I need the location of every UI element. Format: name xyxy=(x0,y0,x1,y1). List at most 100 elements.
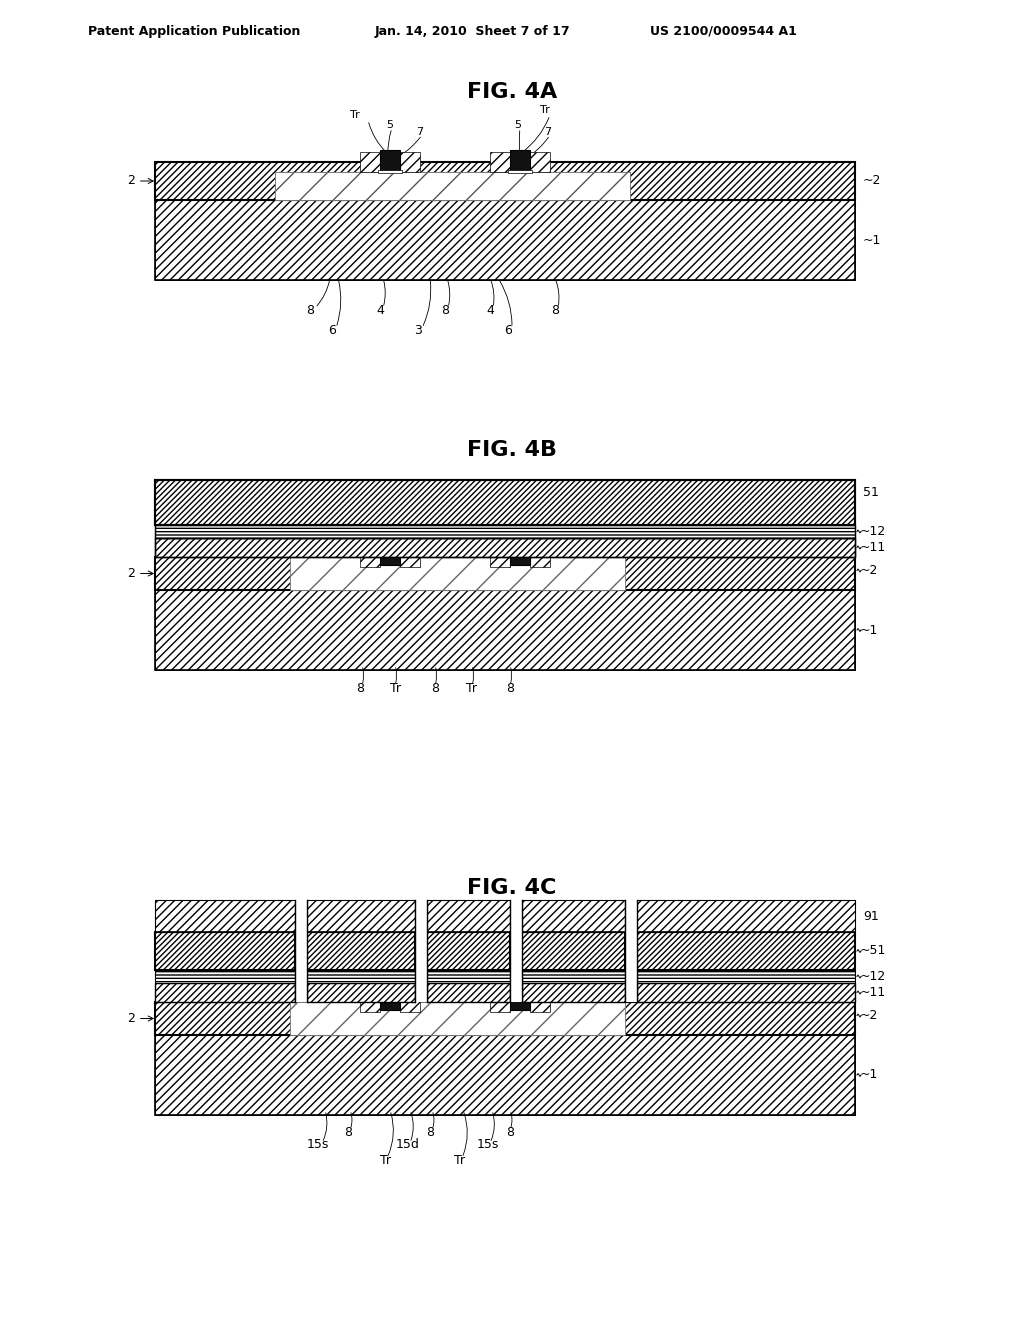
Bar xyxy=(360,546,380,568)
Bar xyxy=(155,557,855,590)
Text: ~11: ~11 xyxy=(860,541,886,554)
Text: Tr: Tr xyxy=(467,681,477,694)
Bar xyxy=(522,970,625,983)
Bar xyxy=(380,545,400,565)
Text: 2: 2 xyxy=(127,568,154,579)
Text: 8: 8 xyxy=(506,681,514,694)
Bar xyxy=(155,480,855,525)
Text: 8: 8 xyxy=(344,1126,352,1138)
Bar xyxy=(427,983,510,1002)
Bar xyxy=(290,1002,625,1035)
Text: 4: 4 xyxy=(376,304,384,317)
Text: FIG. 4B: FIG. 4B xyxy=(467,440,557,459)
Text: FIG. 4C: FIG. 4C xyxy=(467,878,557,898)
Bar xyxy=(490,152,510,172)
Text: 2: 2 xyxy=(127,1012,154,1026)
Text: ~2: ~2 xyxy=(860,1008,879,1022)
Bar xyxy=(637,970,855,983)
Bar xyxy=(522,932,625,970)
Text: 4: 4 xyxy=(486,304,494,317)
Bar xyxy=(290,557,625,590)
Text: 7: 7 xyxy=(545,127,552,137)
Bar xyxy=(155,900,295,932)
Bar xyxy=(530,993,550,1012)
Bar xyxy=(155,539,855,557)
Bar xyxy=(522,983,625,1002)
Text: Tr: Tr xyxy=(380,1154,390,1167)
Bar xyxy=(307,970,415,983)
Bar xyxy=(510,545,530,565)
Text: 15s: 15s xyxy=(477,1138,499,1151)
Text: 15s: 15s xyxy=(307,1138,329,1151)
Bar xyxy=(637,932,855,970)
Bar xyxy=(275,172,630,201)
Bar xyxy=(295,900,307,1002)
Bar xyxy=(625,900,637,1002)
Bar xyxy=(637,932,855,970)
Text: ~2: ~2 xyxy=(860,564,879,577)
Bar xyxy=(530,546,550,568)
Bar xyxy=(155,932,295,970)
Text: 8: 8 xyxy=(306,304,314,317)
Bar xyxy=(427,932,510,970)
Bar xyxy=(155,539,855,557)
Text: 7: 7 xyxy=(417,127,424,137)
Bar xyxy=(427,900,510,932)
Bar xyxy=(307,983,415,1002)
Bar xyxy=(490,546,510,568)
Bar xyxy=(155,1002,855,1035)
Text: ~1: ~1 xyxy=(860,623,879,636)
Bar xyxy=(155,1002,855,1035)
Bar xyxy=(155,557,855,590)
Text: 8: 8 xyxy=(506,1126,514,1138)
Bar xyxy=(380,990,400,1010)
Text: ~1: ~1 xyxy=(863,234,882,247)
Text: Patent Application Publication: Patent Application Publication xyxy=(88,25,300,37)
Bar xyxy=(400,993,420,1012)
Text: 51: 51 xyxy=(863,486,879,499)
Text: Jan. 14, 2010  Sheet 7 of 17: Jan. 14, 2010 Sheet 7 of 17 xyxy=(375,25,570,37)
Bar xyxy=(155,201,855,280)
Text: 3: 3 xyxy=(414,323,422,337)
Bar xyxy=(275,172,630,201)
Bar xyxy=(307,932,415,970)
Bar xyxy=(510,150,530,170)
Text: Tr: Tr xyxy=(350,110,359,120)
Bar xyxy=(155,983,295,1002)
Bar xyxy=(415,900,427,1002)
Text: ~12: ~12 xyxy=(860,525,886,539)
Bar xyxy=(155,1035,855,1115)
Bar xyxy=(427,932,510,970)
Bar xyxy=(290,557,625,590)
Text: US 2100/0009544 A1: US 2100/0009544 A1 xyxy=(650,25,797,37)
Bar xyxy=(360,152,380,172)
Bar xyxy=(427,900,510,932)
Text: 91: 91 xyxy=(863,909,879,923)
Text: ~1: ~1 xyxy=(860,1068,879,1081)
Bar xyxy=(530,152,550,172)
Text: Tr: Tr xyxy=(389,681,400,694)
Text: 6: 6 xyxy=(504,323,512,337)
Text: 5: 5 xyxy=(514,120,521,129)
Bar xyxy=(155,525,855,539)
Text: 5: 5 xyxy=(386,120,393,129)
Bar xyxy=(522,900,625,932)
Text: 8: 8 xyxy=(426,1126,434,1138)
Bar xyxy=(427,970,510,983)
Text: 2: 2 xyxy=(127,174,154,187)
Text: 8: 8 xyxy=(356,681,364,694)
Bar xyxy=(510,900,522,1002)
Bar xyxy=(307,900,415,932)
Bar xyxy=(155,970,295,983)
Bar xyxy=(155,900,295,932)
Bar xyxy=(155,932,295,970)
Bar xyxy=(637,983,855,1002)
Bar xyxy=(155,201,855,280)
Bar xyxy=(307,900,415,932)
Bar xyxy=(378,170,402,173)
Bar xyxy=(155,590,855,671)
Text: Tr: Tr xyxy=(455,1154,466,1167)
Text: ~2: ~2 xyxy=(863,174,882,187)
Bar xyxy=(637,900,855,932)
Bar xyxy=(522,900,625,932)
